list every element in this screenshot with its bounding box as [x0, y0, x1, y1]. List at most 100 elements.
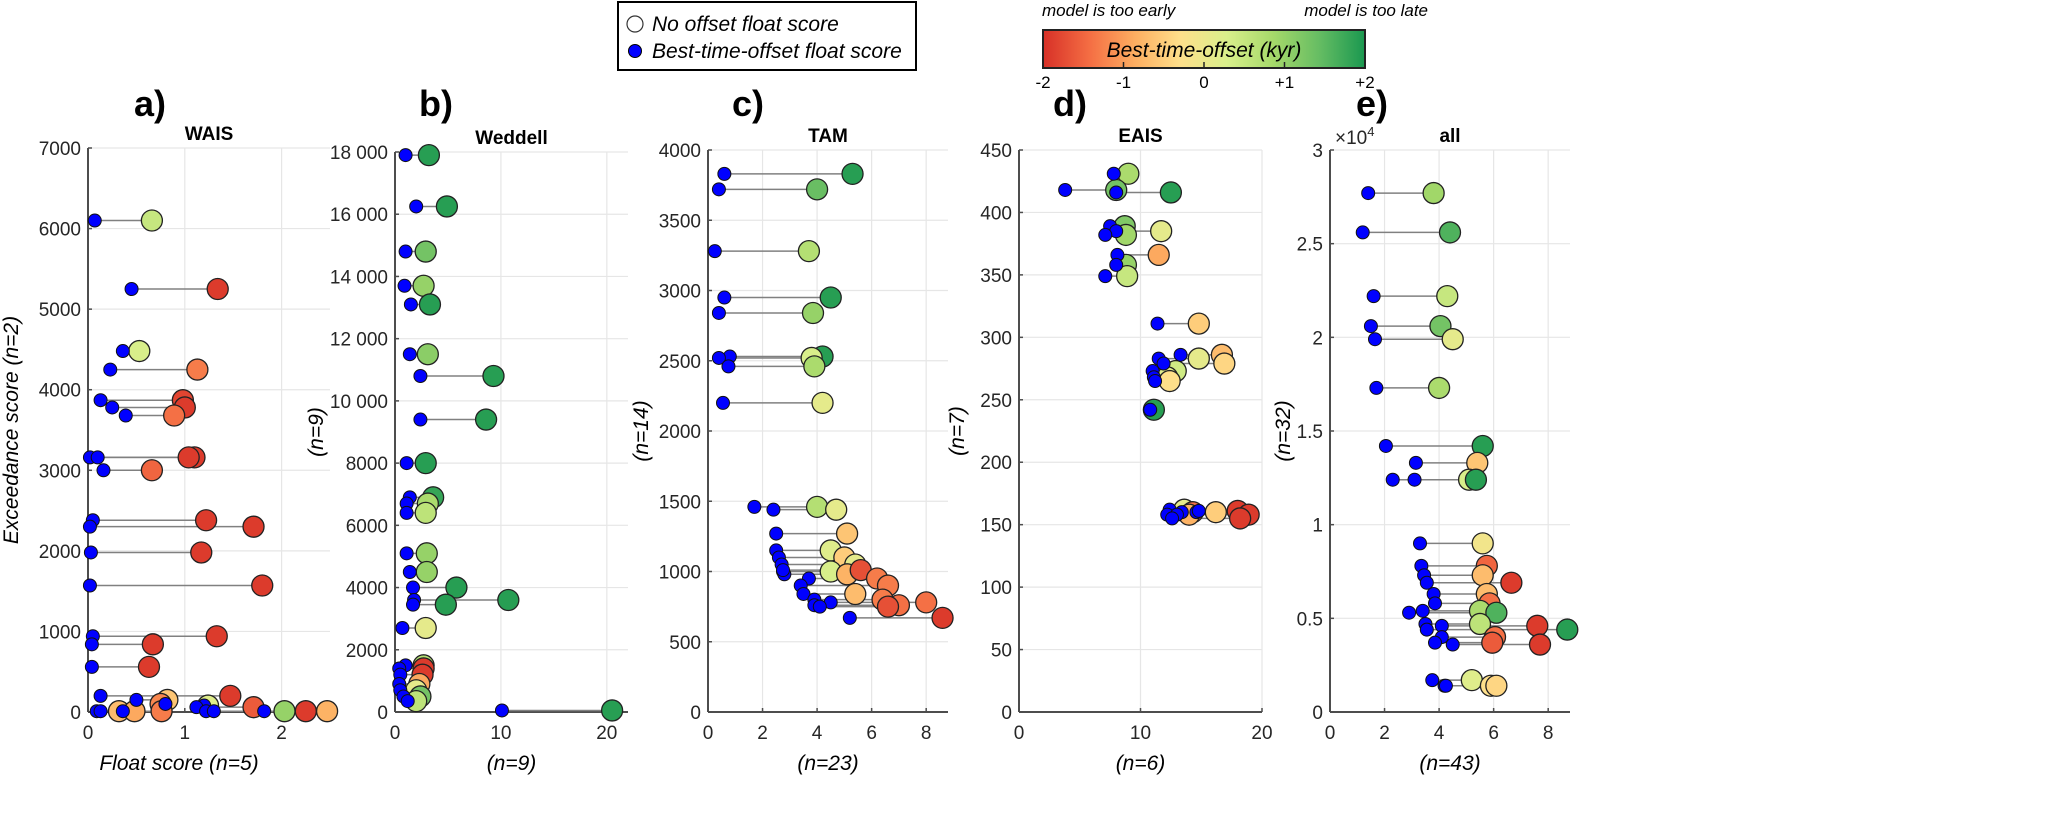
no-offset-marker: [1481, 631, 1504, 654]
no-offset-marker: [1158, 369, 1181, 393]
x-tick-label: 2: [276, 723, 287, 744]
no-offset-marker: [1441, 328, 1464, 351]
no-offset-marker: [186, 358, 209, 381]
best-offset-marker: [1408, 455, 1423, 470]
best-offset-marker: [1165, 511, 1180, 526]
best-offset-marker: [406, 597, 421, 612]
x-tick-label: 8: [921, 723, 932, 744]
no-offset-marker: [445, 576, 468, 599]
best-offset-marker: [1143, 402, 1158, 417]
no-offset-marker: [1228, 507, 1252, 530]
best-offset-marker: [96, 463, 111, 478]
y-tick-label: 0: [70, 703, 81, 724]
y-tick-label: 3000: [659, 282, 701, 303]
no-offset-marker: [474, 408, 498, 431]
panel-label: b): [419, 83, 453, 124]
x-tick-label: 2: [1379, 723, 1390, 744]
x-tick-label: 0: [1014, 723, 1025, 744]
no-offset-marker: [1526, 614, 1549, 637]
x-tick-label: 4: [1434, 723, 1445, 744]
no-offset-marker: [415, 560, 438, 584]
x-tick-label: 20: [596, 723, 617, 744]
best-offset-marker: [1173, 347, 1188, 362]
no-offset-marker: [416, 343, 439, 366]
panel-label: d): [1053, 83, 1087, 124]
no-offset-marker: [1213, 352, 1236, 375]
best-offset-marker: [1366, 289, 1381, 304]
panel-tam: 0 500 1000 1500 2000 2500 3000 3500 4000 0 2 4 6 8 TAM…: [630, 83, 954, 775]
best-offset-marker: [1098, 269, 1113, 284]
x-tick-label: 0: [83, 723, 94, 744]
no-offset-marker: [931, 606, 954, 630]
y-tick-label: 6000: [346, 516, 388, 537]
best-offset-marker: [403, 297, 418, 312]
best-offset-marker: [769, 526, 784, 541]
y-tick-label: 1000: [39, 622, 81, 643]
y-tick-label: 0: [1001, 703, 1012, 724]
no-offset-marker: [797, 240, 821, 263]
no-offset-marker: [190, 541, 213, 564]
best-offset-marker: [1438, 678, 1453, 693]
colorbar-left-note: model is too early: [1042, 1, 1177, 20]
best-offset-marker: [105, 400, 120, 415]
colorbar-title: Best-time-offset (kyr): [1107, 39, 1302, 62]
y-tick-label: 0: [1312, 703, 1323, 724]
no-offset-marker: [415, 542, 438, 565]
panel-title: TAM: [808, 126, 848, 147]
colorbar-tick-label: +1: [1275, 73, 1294, 92]
y-tick-label: 1500: [659, 492, 701, 513]
x-tick-label: 0: [703, 723, 714, 744]
best-offset-marker: [766, 502, 781, 517]
x-axis-label: (n=6): [1116, 752, 1166, 775]
no-offset-marker: [434, 593, 457, 616]
y-axis-label: Exceedance score (n=2): [0, 316, 23, 544]
colorbar-tick-label: +2: [1355, 73, 1374, 92]
panel-weddell: 0 2000 4000 6000 8000 10 000 12 000 14 000 16 00…: [305, 83, 628, 775]
best-offset-marker: [1109, 185, 1124, 200]
no-offset-marker: [819, 286, 842, 309]
best-offset-marker: [398, 244, 413, 259]
y-tick-label: 10 000: [330, 392, 388, 413]
y-tick-label: 2000: [39, 542, 81, 563]
no-offset-marker: [294, 700, 317, 723]
best-offset-marker: [1378, 438, 1393, 453]
y-tick-label: 18 000: [330, 143, 388, 164]
best-offset-marker: [413, 412, 428, 427]
best-offset-marker: [129, 692, 144, 707]
best-offset-marker: [1428, 596, 1442, 611]
best-offset-marker: [796, 586, 811, 601]
x-axis-label: Float score (n=5): [99, 752, 258, 775]
best-offset-marker: [158, 696, 173, 711]
best-offset-marker: [93, 393, 108, 408]
no-offset-marker: [128, 339, 151, 363]
best-offset-marker: [83, 545, 98, 560]
x-tick-label: 2: [757, 723, 768, 744]
best-offset-marker: [1407, 472, 1422, 487]
best-offset-marker: [711, 305, 726, 320]
best-offset-marker: [103, 362, 118, 377]
best-offset-marker: [717, 290, 732, 305]
best-offset-marker: [402, 347, 417, 362]
no-offset-marker: [876, 595, 900, 618]
no-offset-marker: [1436, 284, 1459, 308]
best-offset-marker: [1361, 186, 1376, 201]
no-offset-marker: [219, 684, 242, 708]
x-tick-label: 8: [1543, 723, 1554, 744]
y-tick-label: 3000: [39, 461, 81, 482]
no-offset-marker: [915, 591, 938, 614]
x-axis-label: (n=23): [797, 752, 858, 775]
best-offset-marker: [84, 637, 99, 652]
y-axis-label: (n=7): [946, 406, 969, 456]
panel-label: c): [732, 83, 764, 124]
no-offset-marker: [163, 404, 186, 427]
y-tick-label: 6000: [39, 220, 81, 241]
best-offset-marker: [1058, 182, 1073, 197]
no-offset-marker: [1427, 376, 1451, 400]
y-tick-label: 8000: [346, 454, 388, 475]
best-offset-marker: [1150, 316, 1165, 331]
y-tick-label: 4000: [659, 141, 701, 162]
y-tick-label: 350: [980, 266, 1012, 287]
y-tick-label: 14 000: [330, 267, 388, 288]
best-offset-marker: [400, 694, 415, 709]
